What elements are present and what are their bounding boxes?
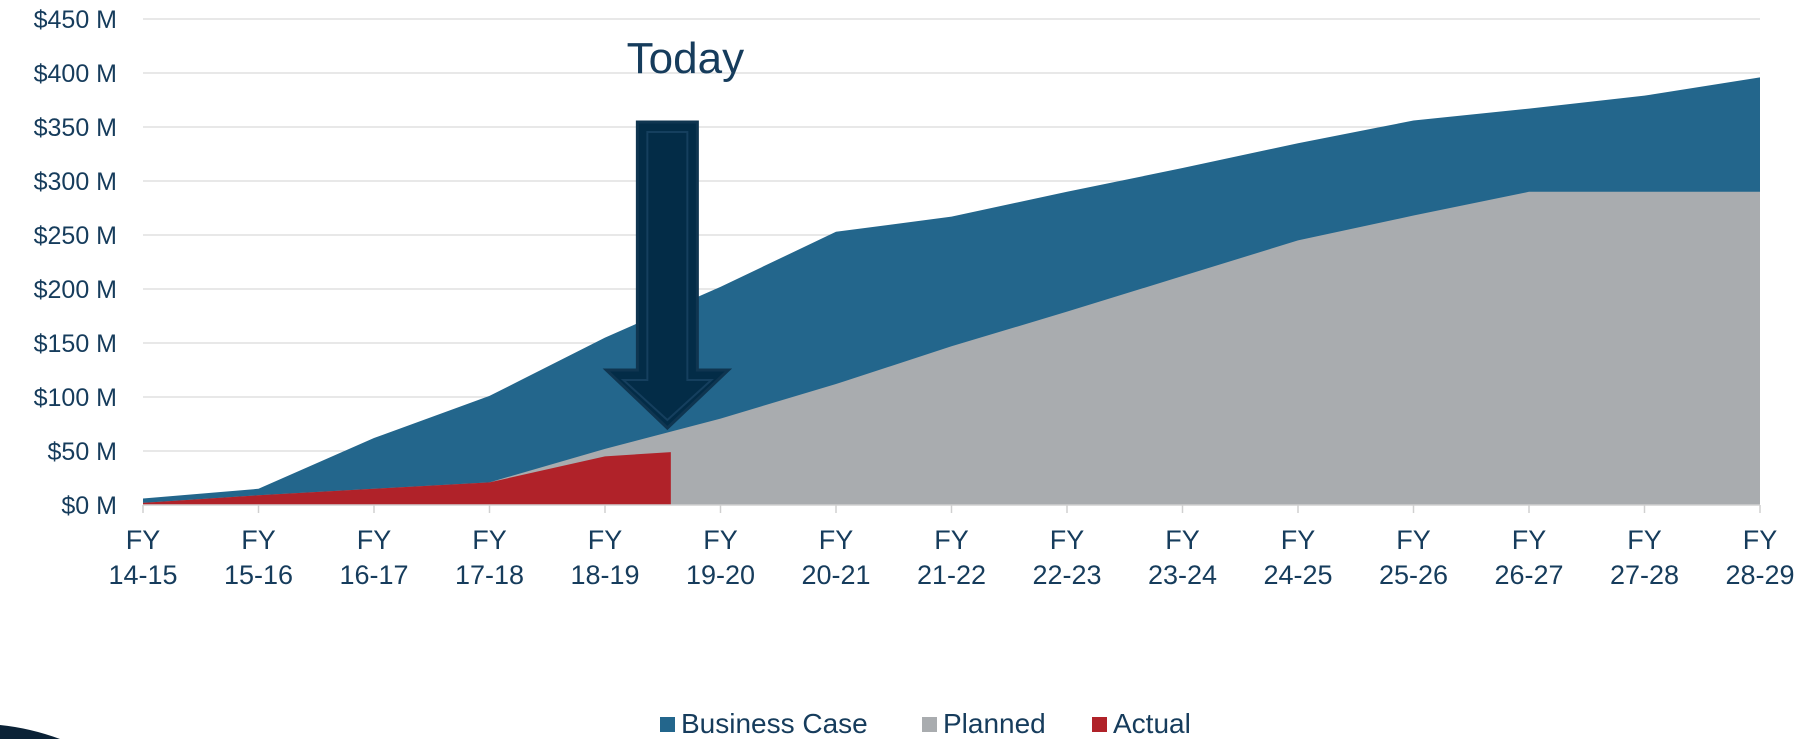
x-tick-label: FY — [126, 525, 161, 555]
y-tick-label: $450 M — [34, 6, 117, 34]
x-tick-label: 19-20 — [686, 560, 755, 590]
x-tick-label: 21-22 — [917, 560, 986, 590]
x-tick-label: 26-27 — [1494, 560, 1563, 590]
x-tick-label: 28-29 — [1725, 560, 1794, 590]
x-tick-label: FY — [1627, 525, 1662, 555]
x-tick-label: 23-24 — [1148, 560, 1217, 590]
area-actual — [143, 452, 671, 505]
y-tick-label: $150 M — [34, 330, 117, 358]
legend-swatch — [922, 717, 937, 732]
legend-swatch — [660, 717, 675, 732]
legend-label: Business Case — [681, 708, 868, 739]
legend-swatch — [1092, 717, 1107, 732]
legend: Business Case Planned Actual — [0, 708, 1191, 739]
x-tick-label: 15-16 — [224, 560, 293, 590]
y-tick-label: $100 M — [34, 384, 117, 412]
down-arrow-icon — [602, 120, 733, 431]
x-tick-label: 25-26 — [1379, 560, 1448, 590]
legend-label: Actual — [1113, 708, 1191, 739]
x-tick-label: FY — [1396, 525, 1431, 555]
x-tick-label: FY — [1050, 525, 1085, 555]
y-tick-label: $200 M — [34, 276, 117, 304]
x-tick-label: 16-17 — [339, 560, 408, 590]
axes: $0 M $50 M $100 M $150 M $200 M $250 M $300 M $… — [34, 6, 1795, 590]
area-planned — [143, 191, 1760, 506]
y-tick-label: $250 M — [34, 222, 117, 250]
x-tick-label: FY — [1165, 525, 1200, 555]
x-tick-label: FY — [472, 525, 507, 555]
y-tick-label: $400 M — [34, 60, 117, 88]
x-tick-label: FY — [588, 525, 623, 555]
x-tick-label: FY — [1743, 525, 1778, 555]
y-tick-label: $300 M — [34, 168, 117, 196]
y-tick-label: $50 M — [48, 438, 117, 466]
plot-area — [143, 77, 1760, 506]
x-tick-label: FY — [1512, 525, 1547, 555]
corner-swoosh — [0, 725, 60, 739]
arrow-inner-outline — [620, 131, 714, 422]
y-tick-label: $350 M — [34, 114, 117, 142]
x-tick-label: 18-19 — [570, 560, 639, 590]
x-tick-label: FY — [357, 525, 392, 555]
legend-label: Planned — [943, 708, 1046, 739]
x-tick-label: 22-23 — [1032, 560, 1101, 590]
x-tick-label: FY — [1281, 525, 1316, 555]
x-tick-label: FY — [703, 525, 738, 555]
today-annotation: Today — [602, 34, 744, 431]
x-tick-label: 14-15 — [108, 560, 177, 590]
y-tick-label: $0 M — [61, 492, 117, 520]
x-tick-label: 27-28 — [1610, 560, 1679, 590]
x-tick-label: 17-18 — [455, 560, 524, 590]
x-tick-label: 24-25 — [1263, 560, 1332, 590]
today-label: Today — [627, 34, 744, 83]
x-tick-label: FY — [819, 525, 854, 555]
x-tick-label: FY — [934, 525, 969, 555]
x-tick-label: 20-21 — [801, 560, 870, 590]
x-tick-label: FY — [241, 525, 276, 555]
